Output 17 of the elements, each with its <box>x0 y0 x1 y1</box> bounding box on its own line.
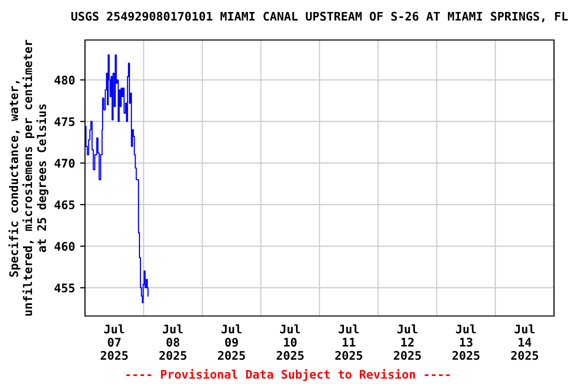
y-axis-title: Specific conductance, water, unfiltered, microsiemens per centimeter at 25 degrees Celsius <box>8 40 48 316</box>
y-tick-label: 460 <box>54 242 75 251</box>
text: ---- Provisional Data Subject to Revision ---- <box>126 368 450 382</box>
x-tick-label: Jul 12 2025 <box>394 324 421 360</box>
x-tick-label: Jul 10 2025 <box>276 324 304 360</box>
x-tick-label: Jul 13 2025 <box>452 324 480 360</box>
x-tick-label: Jul 08 2025 <box>159 324 186 360</box>
y-tick-label: 480 <box>54 76 75 85</box>
y-tick-label: 455 <box>54 284 74 292</box>
x-tick-label: Jul 11 2025 <box>335 324 362 360</box>
y-tick-label: 470 <box>54 158 75 168</box>
y-tick-label: 465 <box>54 200 74 210</box>
chart-title: USGS 254929080170101 MIAMI CANAL UPSTREAM OF S-26 AT MIAMI SPRINGS, FL <box>71 12 568 22</box>
x-tick-label: Jul 09 2025 <box>218 324 245 360</box>
x-tick-label: Jul 07 2025 <box>100 324 128 360</box>
x-tick-label: Jul 14 2025 <box>511 324 538 360</box>
y-tick-label: 475 <box>54 117 74 126</box>
